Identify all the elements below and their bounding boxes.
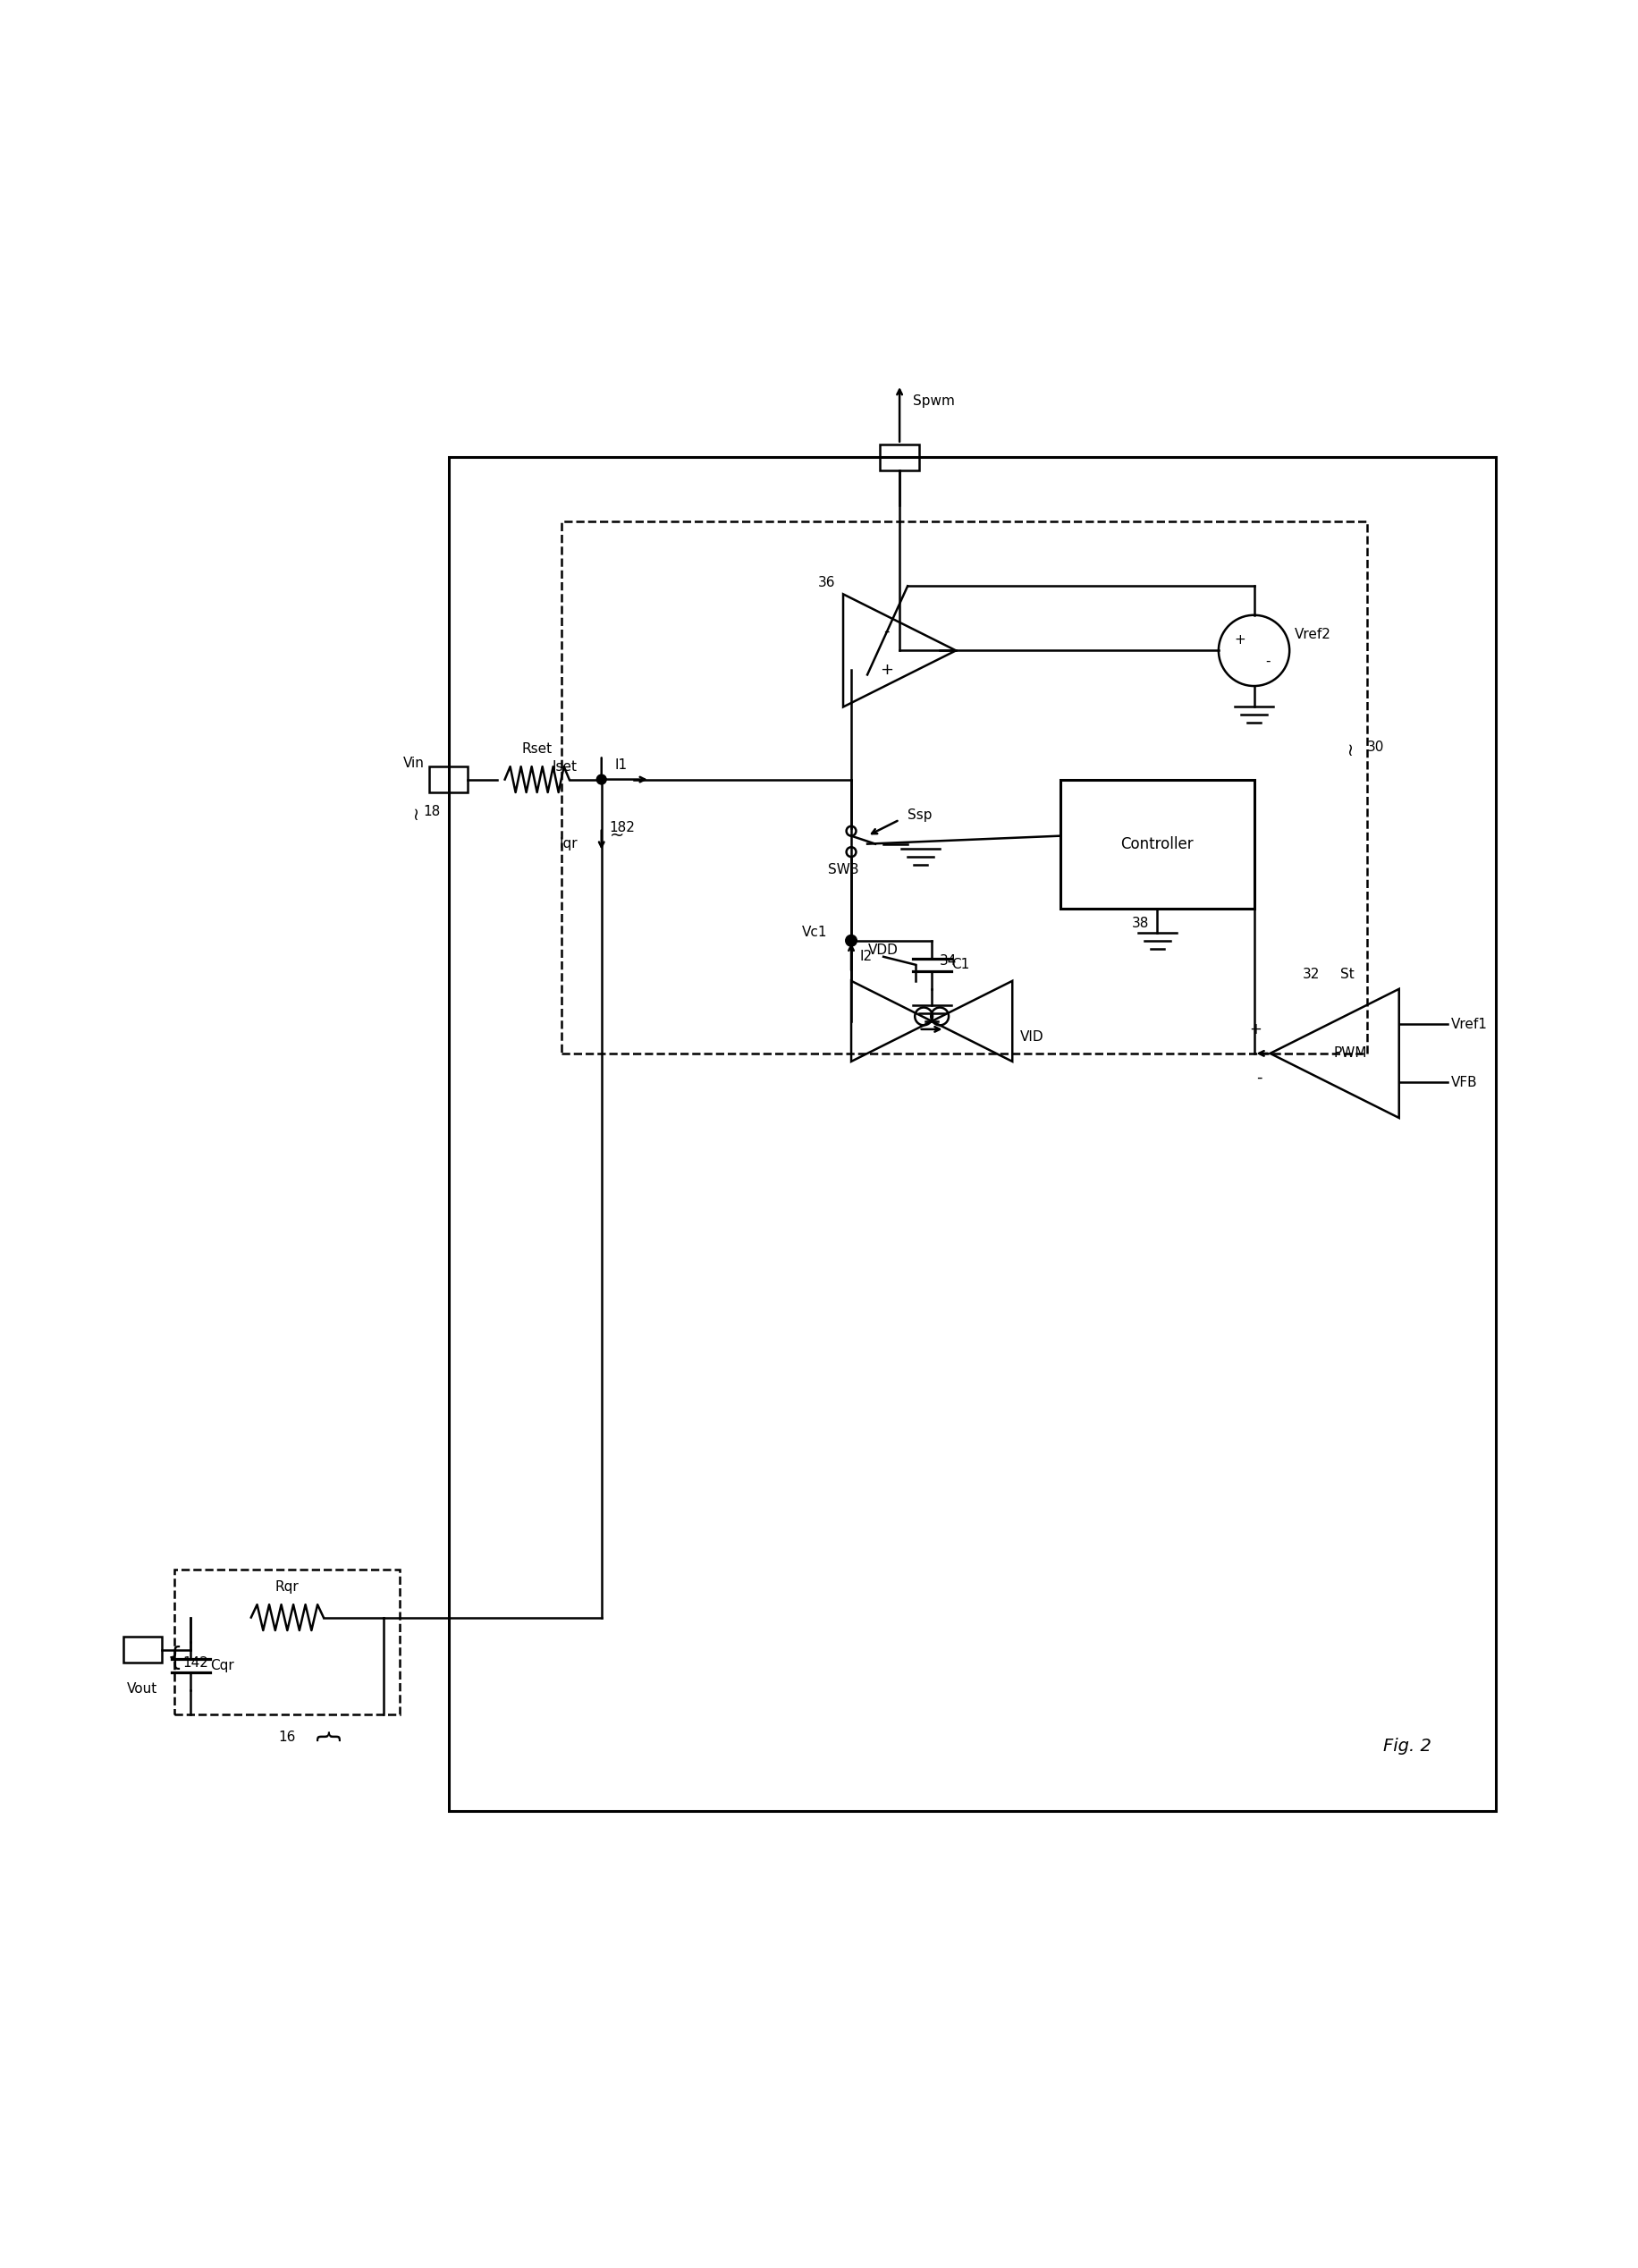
Text: +: + — [1250, 1021, 1261, 1036]
Circle shape — [596, 776, 606, 785]
Text: Fig. 2: Fig. 2 — [1382, 1737, 1432, 1755]
Text: VFB: VFB — [1451, 1075, 1477, 1089]
Text: Vout: Vout — [128, 1683, 157, 1696]
Text: PWM: PWM — [1333, 1048, 1368, 1059]
Text: Vref1: Vref1 — [1451, 1018, 1487, 1032]
Text: St: St — [1340, 968, 1355, 980]
Bar — [429, 767, 468, 792]
Text: SW3: SW3 — [827, 864, 858, 878]
Text: 36: 36 — [817, 576, 835, 590]
Text: Ssp: Ssp — [907, 807, 932, 821]
Text: -: - — [1266, 655, 1271, 667]
Text: Vc1: Vc1 — [801, 925, 827, 939]
Text: {: { — [311, 1730, 336, 1746]
Circle shape — [845, 934, 857, 946]
Text: +: + — [880, 662, 893, 678]
Text: Cqr: Cqr — [210, 1660, 234, 1672]
Text: Rqr: Rqr — [275, 1581, 300, 1594]
Text: ~: ~ — [1342, 739, 1360, 755]
Text: +: + — [1233, 633, 1245, 646]
Text: -: - — [885, 624, 889, 640]
Text: VDD: VDD — [868, 943, 899, 957]
Text: C1: C1 — [952, 957, 970, 971]
Text: Iset: Iset — [552, 760, 577, 773]
Text: ~: ~ — [408, 805, 424, 819]
Text: Iqr: Iqr — [559, 837, 577, 850]
Text: Rset: Rset — [523, 742, 552, 755]
Text: Vin: Vin — [403, 758, 424, 771]
Bar — [175, 1569, 400, 1715]
Bar — [123, 1637, 162, 1662]
Text: 32: 32 — [1302, 968, 1320, 980]
Bar — [562, 522, 1366, 1052]
Text: I2: I2 — [860, 950, 871, 964]
Text: 182: 182 — [609, 821, 636, 835]
Text: 38: 38 — [1132, 916, 1150, 930]
Text: -: - — [1256, 1070, 1261, 1086]
Bar — [449, 458, 1495, 1810]
Text: 30: 30 — [1366, 742, 1384, 753]
Text: Vref2: Vref2 — [1294, 628, 1330, 642]
Text: Spwm: Spwm — [912, 395, 955, 408]
Text: I1: I1 — [614, 758, 627, 771]
Text: 142: 142 — [182, 1656, 208, 1669]
Bar — [1061, 780, 1255, 909]
Text: Controller: Controller — [1120, 837, 1194, 853]
Text: {: { — [167, 1644, 182, 1669]
Text: 34: 34 — [940, 955, 957, 968]
Text: VID: VID — [1020, 1030, 1043, 1043]
Bar — [880, 445, 919, 469]
Text: 18: 18 — [423, 805, 441, 819]
Text: 16: 16 — [278, 1730, 296, 1744]
Text: ~: ~ — [609, 828, 624, 844]
